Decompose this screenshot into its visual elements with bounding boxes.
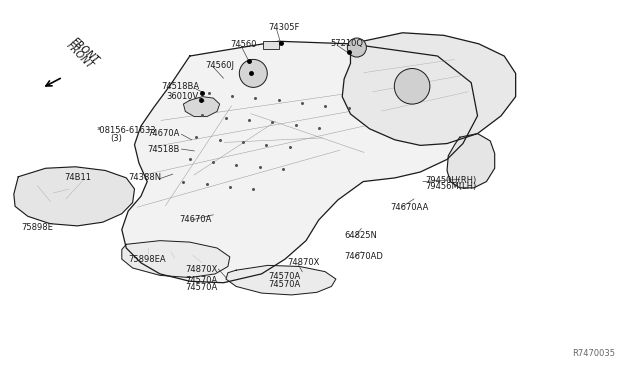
Polygon shape bbox=[184, 97, 220, 116]
Text: 57210Q: 57210Q bbox=[330, 39, 363, 48]
Circle shape bbox=[394, 68, 430, 104]
Text: 74518BA: 74518BA bbox=[161, 82, 199, 91]
Text: 74388N: 74388N bbox=[128, 173, 161, 182]
Text: (3): (3) bbox=[110, 134, 122, 143]
Polygon shape bbox=[342, 33, 516, 145]
Polygon shape bbox=[226, 265, 336, 295]
Text: 74B11: 74B11 bbox=[65, 173, 92, 182]
Text: R7470035: R7470035 bbox=[572, 349, 616, 358]
Bar bbox=[263, 41, 278, 49]
Text: 74570A: 74570A bbox=[186, 276, 218, 285]
Text: 74870X: 74870X bbox=[287, 257, 319, 267]
Text: 74670AD: 74670AD bbox=[344, 251, 383, 261]
Text: 74518B: 74518B bbox=[147, 145, 180, 154]
Polygon shape bbox=[14, 167, 134, 226]
Text: ³08156-61633: ³08156-61633 bbox=[97, 126, 156, 135]
Text: 74305F: 74305F bbox=[268, 23, 300, 32]
Text: 74670A: 74670A bbox=[147, 129, 180, 138]
Text: 74570A: 74570A bbox=[268, 272, 300, 281]
Text: 64825N: 64825N bbox=[344, 231, 377, 240]
Circle shape bbox=[348, 38, 366, 57]
Text: 74670AA: 74670AA bbox=[390, 203, 428, 212]
Circle shape bbox=[239, 60, 268, 87]
Polygon shape bbox=[122, 241, 230, 278]
Text: 36010V: 36010V bbox=[166, 92, 198, 101]
Text: 74870X: 74870X bbox=[186, 265, 218, 274]
Text: 74570A: 74570A bbox=[186, 283, 218, 292]
Text: 75898EA: 75898EA bbox=[128, 255, 166, 264]
Text: 74560: 74560 bbox=[230, 41, 256, 49]
Polygon shape bbox=[122, 41, 477, 283]
Text: FRONT: FRONT bbox=[65, 41, 95, 71]
Text: 79450U(RH): 79450U(RH) bbox=[425, 176, 476, 185]
Polygon shape bbox=[447, 134, 495, 188]
Text: 74670A: 74670A bbox=[179, 215, 211, 224]
Text: 75898E: 75898E bbox=[22, 223, 53, 232]
Text: 74560J: 74560J bbox=[205, 61, 235, 70]
Text: FRONT: FRONT bbox=[69, 36, 100, 66]
Text: 79456M(LH): 79456M(LH) bbox=[425, 182, 476, 191]
Text: 74570A: 74570A bbox=[268, 280, 300, 289]
